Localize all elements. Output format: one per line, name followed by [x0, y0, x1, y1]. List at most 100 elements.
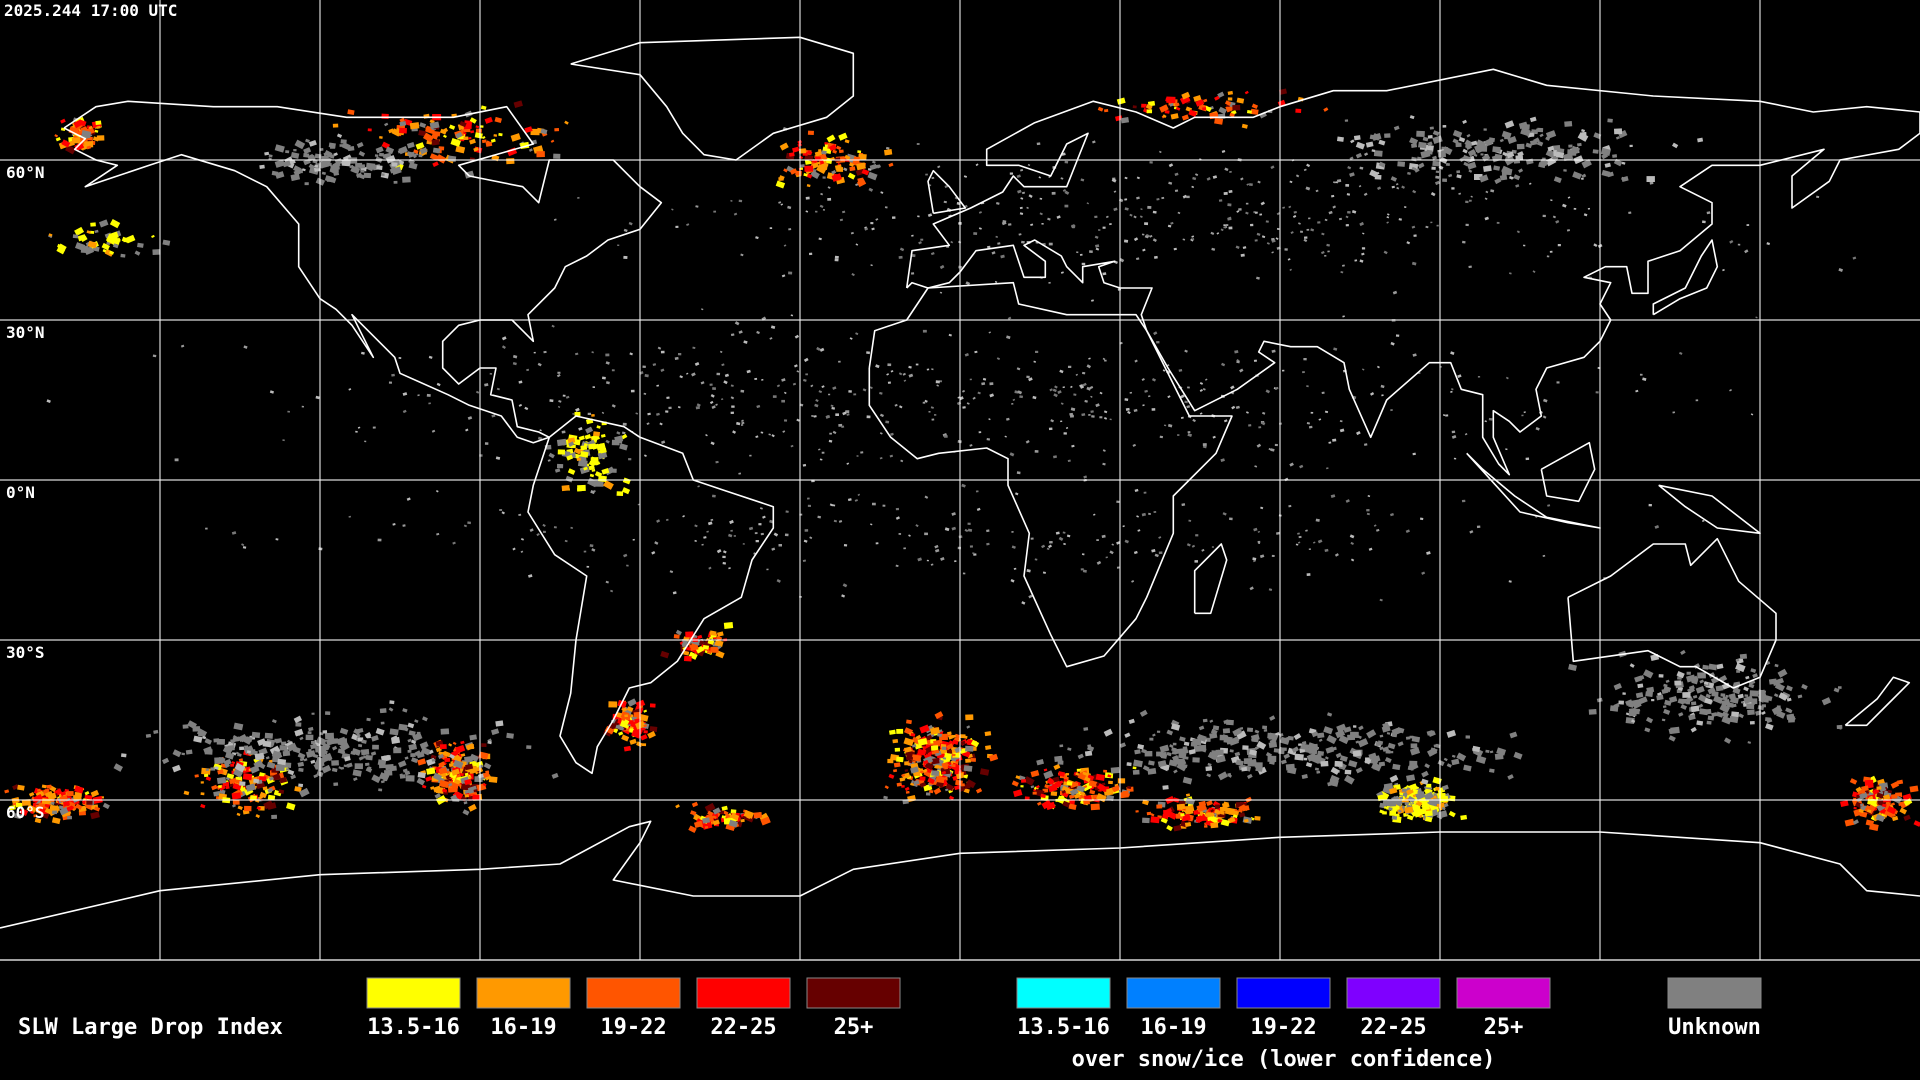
cloud-pixel [1332, 438, 1337, 442]
cloud-pixel [778, 544, 782, 547]
cloud-pixel [1098, 229, 1101, 231]
cloud-pixel [438, 766, 448, 775]
cloud-pixel [1209, 753, 1215, 757]
cloud-pixel [807, 130, 814, 136]
cloud-pixel [526, 745, 532, 750]
cloud-pixel [231, 792, 242, 800]
cloud-pixel [1192, 757, 1200, 763]
legend-swatch [476, 977, 571, 1009]
cloud-pixel [218, 785, 222, 789]
cloud-pixel [259, 164, 265, 169]
cloud-pixel [893, 762, 901, 768]
cloud-pixel [875, 164, 881, 168]
cloud-pixel [848, 390, 852, 393]
cloud-pixel [1202, 718, 1208, 723]
cloud-pixel [326, 178, 333, 182]
legend-swatch [806, 977, 901, 1009]
cloud-pixel [939, 748, 947, 754]
cloud-pixel [740, 818, 745, 823]
cloud-pixel [778, 176, 784, 181]
cloud-pixel [952, 752, 961, 758]
cloud-pixel [484, 442, 489, 445]
cloud-pixel [1187, 431, 1191, 434]
cloud-pixel [721, 815, 726, 819]
cloud-pixel [827, 197, 832, 201]
cloud-pixel [1298, 743, 1302, 746]
cloud-pixel [892, 738, 899, 744]
latitude-label: 60°S [6, 803, 45, 822]
cloud-pixel [608, 701, 618, 708]
cloud-pixel [1096, 539, 1099, 541]
cloud-pixel [1747, 709, 1755, 716]
cloud-pixel [219, 789, 226, 795]
cloud-pixel [725, 813, 730, 817]
cloud-pixel [866, 415, 871, 419]
cloud-pixel [1435, 170, 1440, 174]
cloud-pixel [875, 542, 879, 545]
cloud-pixel [431, 758, 436, 762]
cloud-pixel [4, 789, 10, 794]
legend-swatch [1456, 977, 1551, 1009]
cloud-pixel [953, 784, 961, 791]
cloud-pixel [611, 439, 620, 446]
cloud-pixel [1161, 196, 1165, 200]
cloud-pixel [704, 825, 709, 829]
cloud-pixel [1436, 224, 1439, 227]
cloud-pixel [772, 395, 777, 398]
cloud-pixel [363, 172, 372, 179]
cloud-pixel [978, 431, 982, 434]
cloud-pixel [383, 778, 387, 782]
cloud-pixel [963, 765, 973, 772]
cloud-pixel [1412, 452, 1416, 456]
cloud-pixel [843, 544, 848, 547]
cloud-pixel [47, 792, 57, 801]
cloud-pixel [467, 769, 472, 773]
cloud-pixel [425, 776, 433, 782]
cloud-pixel [1030, 537, 1034, 540]
cloud-pixel [1172, 742, 1177, 746]
cloud-pixel [1063, 778, 1068, 782]
cloud-pixel [783, 419, 788, 422]
cloud-pixel [1117, 778, 1126, 784]
cloud-pixel [433, 131, 441, 137]
cloud-pixel [1090, 803, 1100, 811]
cloud-pixel [616, 491, 624, 497]
cloud-pixel [621, 707, 628, 713]
cloud-pixel [1658, 674, 1664, 678]
cloud-pixel [838, 360, 841, 363]
cloud-pixel [785, 510, 789, 513]
cloud-pixel [970, 758, 976, 762]
cloud-pixel [1347, 211, 1351, 214]
cloud-pixel [882, 504, 886, 507]
cloud-pixel [518, 513, 522, 516]
cloud-pixel [379, 152, 384, 157]
cloud-pixel [374, 154, 379, 158]
cloud-pixel [499, 508, 503, 512]
cloud-pixel [1592, 149, 1599, 154]
cloud-pixel [398, 357, 402, 360]
cloud-pixel [1083, 727, 1089, 731]
cloud-pixel [1267, 755, 1277, 762]
cloud-pixel [251, 731, 261, 739]
cloud-pixel [1091, 415, 1095, 418]
cloud-pixel [896, 728, 904, 734]
cloud-pixel [966, 725, 971, 729]
cloud-pixel [120, 253, 126, 258]
cloud-pixel [543, 350, 547, 354]
cloud-pixel [1116, 500, 1120, 504]
cloud-pixel [359, 164, 366, 169]
cloud-pixel [723, 621, 734, 629]
cloud-pixel [1271, 554, 1275, 558]
cloud-pixel [271, 814, 278, 819]
cloud-pixel [969, 545, 973, 548]
cloud-pixel [1147, 205, 1152, 209]
cloud-pixel [898, 255, 903, 259]
cloud-pixel [965, 758, 972, 763]
cloud-pixel [1132, 105, 1137, 109]
cloud-pixel [1143, 491, 1147, 494]
cloud-pixel [488, 776, 498, 783]
cloud-pixel [605, 353, 610, 357]
cloud-pixel [468, 803, 477, 812]
cloud-pixel [860, 451, 864, 454]
cloud-pixel [941, 746, 947, 750]
